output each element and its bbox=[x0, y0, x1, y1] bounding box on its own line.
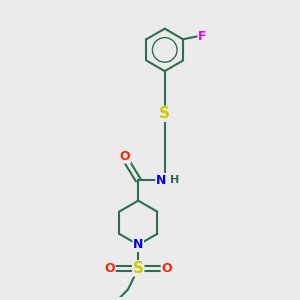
Text: S: S bbox=[133, 261, 144, 276]
Text: H: H bbox=[169, 175, 179, 185]
Text: O: O bbox=[161, 262, 172, 275]
Text: O: O bbox=[120, 150, 130, 163]
Text: O: O bbox=[104, 262, 115, 275]
Text: N: N bbox=[156, 173, 166, 187]
Text: F: F bbox=[198, 30, 206, 43]
Text: S: S bbox=[159, 106, 170, 121]
Text: N: N bbox=[133, 238, 143, 251]
